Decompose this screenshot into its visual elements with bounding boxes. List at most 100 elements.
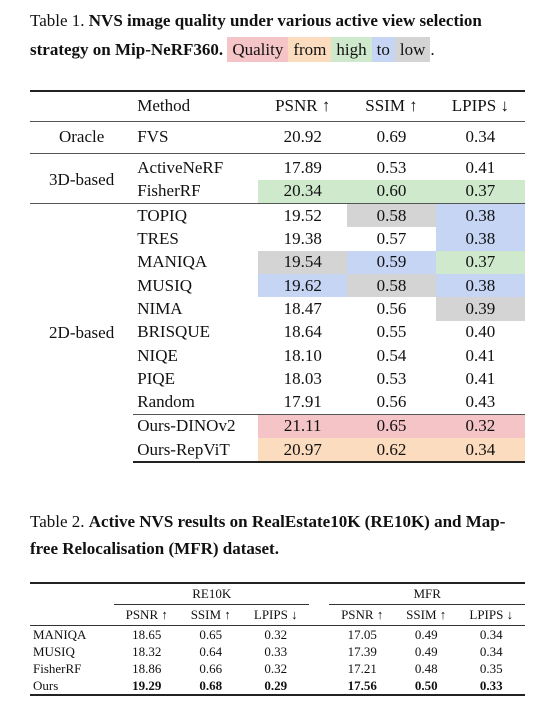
header-psnr: PSNR ↑ [341, 607, 384, 622]
mfr-lpips-cell: 0.33 [457, 677, 525, 696]
table1: Method PSNR ↑ SSIM ↑ LPIPS ↓ Oracle FVS … [30, 90, 525, 464]
re-lpips-cell: 0.29 [242, 677, 310, 696]
lpips-cell: 0.41 [435, 152, 525, 180]
table-row: MANIQA 18.65 0.65 0.32 17.05 0.49 0.34 [30, 625, 525, 643]
table-row: MANIQA 19.54 0.59 0.37 [30, 250, 525, 274]
psnr-cell: 19.38 [283, 229, 322, 249]
re-ssim-cell: 0.65 [179, 625, 243, 643]
lpips-cell: 0.40 [465, 322, 496, 342]
ssim-cell: 0.56 [376, 298, 407, 318]
re-lpips-cell: 0.32 [264, 660, 288, 676]
table-row: BRISQUE 18.64 0.55 0.40 [30, 321, 525, 344]
table2: RE10K MFR PSNR ↑ SSIM ↑ LPIPS ↓ PSNR ↑ S… [30, 582, 525, 696]
ssim-cell: 0.62 [347, 438, 436, 464]
ssim-cell: 0.53 [376, 368, 407, 388]
lpips-cell: 0.32 [435, 413, 525, 439]
mfr-psnr-cell: 17.05 [329, 625, 395, 643]
re-lpips-cell: 0.32 [242, 625, 310, 643]
psnr-cell: 18.03 [283, 368, 322, 388]
legend-high: high [331, 37, 372, 62]
table-row: MUSIQ 18.32 0.64 0.33 17.39 0.49 0.34 [30, 643, 525, 660]
mfr-psnr-cell: 17.39 [347, 643, 377, 659]
method-cell: MANIQA [137, 252, 208, 272]
mfr-ssim-cell: 0.49 [414, 643, 438, 659]
legend-end: . [430, 40, 435, 59]
table1-caption-label: Table 1. [30, 11, 85, 30]
ssim-cell: 0.54 [376, 345, 407, 365]
table-row: FisherRF 20.34 0.60 0.37 [30, 179, 525, 204]
table1-caption-text: NVS image quality under various active v… [30, 11, 482, 59]
table-row: PIQE 18.03 0.53 0.41 [30, 367, 525, 390]
method-cell: NIMA [137, 298, 183, 318]
psnr-cell: 18.10 [283, 345, 322, 365]
group-oracle: Oracle [30, 120, 134, 153]
group-3d: 3D-based [30, 152, 134, 204]
header-ssim: SSIM ↑ [190, 607, 231, 622]
table2-caption: Table 2. Active NVS results on RealEstat… [30, 508, 530, 562]
lpips-cell: 0.41 [465, 368, 496, 388]
table-row: FisherRF 18.86 0.66 0.32 17.21 0.48 0.35 [30, 660, 525, 677]
lpips-cell: 0.38 [435, 273, 525, 298]
header-psnr: PSNR ↑ [258, 90, 348, 121]
psnr-cell: 20.34 [258, 179, 348, 204]
group-2d: 2D-based [30, 203, 134, 463]
ssim-cell: 0.56 [376, 392, 407, 412]
mfr-ssim-cell: 0.49 [394, 625, 458, 643]
psnr-cell: 18.47 [283, 298, 322, 318]
method-cell: PIQE [137, 368, 176, 388]
table1-caption: Table 1. NVS image quality under various… [30, 6, 530, 64]
psnr-cell: 18.64 [283, 322, 322, 342]
method-cell: BRISQUE [137, 322, 210, 342]
psnr-cell: 21.11 [258, 413, 348, 439]
re-ssim-cell: 0.64 [199, 643, 223, 659]
re-psnr-cell: 18.32 [132, 643, 162, 659]
table2-col-header: PSNR ↑ SSIM ↑ LPIPS ↓ PSNR ↑ SSIM ↑ LPIP… [30, 605, 525, 626]
table-row: 3D-based ActiveNeRF 17.89 0.53 0.41 [30, 152, 525, 204]
legend-from: from [288, 37, 332, 62]
mfr-ssim-cell: 0.50 [394, 677, 458, 696]
table-row: MUSIQ 19.62 0.58 0.38 [30, 273, 525, 298]
table-row: 2D-based TOPIQ 19.52 0.58 0.38 [30, 203, 525, 463]
re-ssim-cell: 0.68 [179, 677, 243, 696]
mfr-psnr-cell: 17.21 [347, 660, 377, 676]
re-psnr-cell: 19.29 [114, 677, 180, 696]
method-cell: FisherRF [33, 660, 82, 676]
re-ssim-cell: 0.66 [199, 660, 223, 676]
lpips-cell: 0.37 [435, 179, 525, 204]
header-lpips: LPIPS ↓ [469, 607, 514, 622]
table2-caption-label: Table 2. [30, 512, 85, 531]
psnr-cell: 17.91 [283, 392, 322, 412]
psnr-cell: 17.89 [258, 152, 348, 180]
table-row: Random 17.91 0.56 0.43 [30, 390, 525, 414]
table-row: NIMA 18.47 0.56 0.39 [30, 297, 525, 321]
psnr-cell: 20.97 [258, 438, 348, 464]
ssim-cell: 0.57 [376, 229, 407, 249]
method-cell: NIQE [137, 345, 178, 365]
header-lpips: LPIPS ↓ [435, 90, 525, 121]
re-lpips-cell: 0.33 [264, 643, 288, 659]
header-method: Method [133, 90, 259, 121]
table-row: TRES 19.38 0.57 0.38 [30, 227, 525, 251]
method-cell: FVS [133, 120, 259, 153]
ssim-cell: 0.69 [347, 120, 436, 153]
lpips-cell: 0.41 [465, 345, 496, 365]
header-psnr: PSNR ↑ [125, 607, 168, 622]
mfr-psnr-cell: 17.56 [329, 677, 395, 696]
header-lpips: LPIPS ↓ [253, 607, 298, 622]
table-row: Ours-DINOv2 21.11 0.65 0.32 [30, 413, 525, 439]
lpips-cell: 0.34 [435, 438, 525, 464]
psnr-cell: 20.92 [258, 120, 348, 153]
mfr-lpips-cell: 0.34 [479, 643, 503, 659]
table-row: Ours-RepViT 20.97 0.62 0.34 [30, 438, 525, 464]
ssim-cell: 0.60 [347, 179, 436, 204]
table2-group-header: RE10K MFR [30, 582, 525, 605]
method-cell: TRES [137, 229, 179, 249]
group-re10k: RE10K [114, 582, 310, 605]
mfr-lpips-cell: 0.34 [457, 625, 525, 643]
method-cell: MUSIQ [33, 643, 75, 659]
re-psnr-cell: 18.86 [132, 660, 162, 676]
header-ssim: SSIM ↑ [347, 90, 436, 121]
table-row: Oracle FVS 20.92 0.69 0.34 [30, 120, 525, 153]
table-row: Ours 19.29 0.68 0.29 17.56 0.50 0.33 [30, 677, 525, 696]
mfr-ssim-cell: 0.48 [414, 660, 438, 676]
